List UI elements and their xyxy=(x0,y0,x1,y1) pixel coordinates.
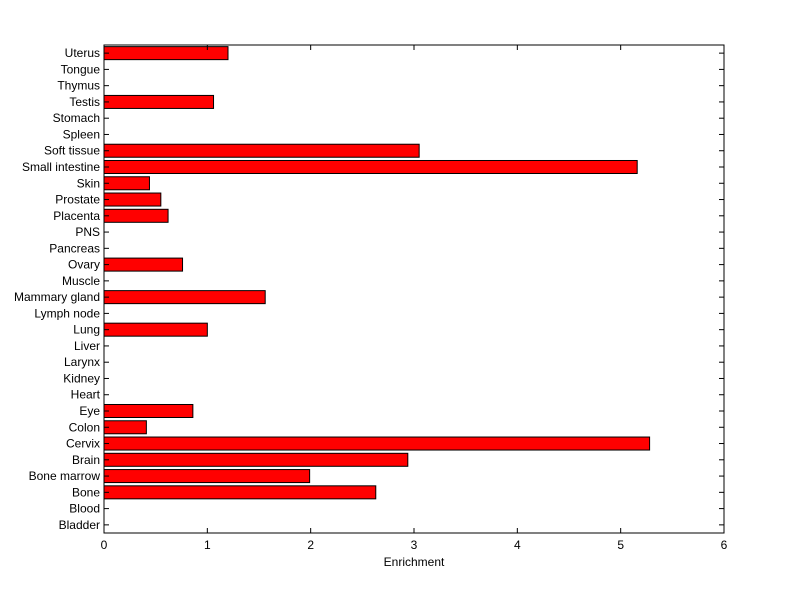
y-tick-label-pancreas: Pancreas xyxy=(49,241,100,255)
y-tick-label-bone-marrow: Bone marrow xyxy=(29,469,101,483)
y-tick-label-eye: Eye xyxy=(79,404,100,418)
bar-placenta xyxy=(103,208,169,223)
bar-uterus xyxy=(103,46,229,61)
bar-colon xyxy=(103,420,147,435)
y-tick-label-lung: Lung xyxy=(73,323,100,337)
bar-bone-marrow xyxy=(103,469,311,484)
y-tick-label-bladder: Bladder xyxy=(59,518,100,532)
y-tick-label-uterus: Uterus xyxy=(65,46,100,60)
y-tick-label-kidney: Kidney xyxy=(63,371,100,385)
y-tick-label-blood: Blood xyxy=(69,502,100,516)
y-tick-label-cervix: Cervix xyxy=(66,437,100,451)
x-axis-label: Enrichment xyxy=(384,555,445,569)
bar-small-intestine xyxy=(103,159,638,175)
bar-cervix xyxy=(103,436,651,451)
y-tick-label-bone: Bone xyxy=(72,485,100,499)
y-tick-label-soft-tissue: Soft tissue xyxy=(44,144,100,158)
y-tick-label-liver: Liver xyxy=(74,339,100,353)
bars-group xyxy=(103,46,651,500)
bar-brain xyxy=(103,452,409,467)
x-tick-labels: 0 1 2 3 4 5 6 xyxy=(101,538,728,552)
x-tick-label: 2 xyxy=(307,538,314,552)
x-tick-label: 6 xyxy=(721,538,728,552)
y-tick-label-ovary: Ovary xyxy=(68,258,100,272)
y-tick-label-pns: PNS xyxy=(75,225,100,239)
y-tick-labels: Bladder Blood Bone Bone marrow Brain Cervix Co… xyxy=(14,46,101,532)
bar-bone xyxy=(103,485,377,500)
y-tick-label-spleen: Spleen xyxy=(63,127,100,141)
y-tick-label-testis: Testis xyxy=(69,95,100,109)
y-tick-label-colon: Colon xyxy=(69,420,100,434)
ticks-group xyxy=(103,45,725,533)
x-tick-label: 3 xyxy=(411,538,418,552)
bar-lung xyxy=(103,322,208,337)
bar-eye xyxy=(103,403,194,419)
x-tick-label: 5 xyxy=(617,538,624,552)
bar-ovary xyxy=(103,257,184,272)
bar-testis xyxy=(103,94,215,109)
y-tick-label-heart: Heart xyxy=(71,388,101,402)
y-tick-label-tongue: Tongue xyxy=(61,62,101,76)
x-tick-label: 1 xyxy=(204,538,211,552)
x-tick-label: 0 xyxy=(101,538,108,552)
x-tick-label: 4 xyxy=(514,538,521,552)
y-tick-label-muscle: Muscle xyxy=(62,274,100,288)
y-tick-label-larynx: Larynx xyxy=(64,355,100,369)
y-tick-label-skin: Skin xyxy=(77,176,100,190)
y-tick-label-placenta: Placenta xyxy=(53,209,100,223)
bar-soft-tissue xyxy=(103,143,420,158)
y-tick-label-brain: Brain xyxy=(72,453,100,467)
bar-mammary-gland xyxy=(103,290,266,305)
y-tick-label-thymus: Thymus xyxy=(57,79,100,93)
y-tick-label-prostate: Prostate xyxy=(55,193,100,207)
bar-skin xyxy=(103,176,150,191)
y-tick-label-lymph-node: Lymph node xyxy=(34,306,100,320)
bar-prostate xyxy=(103,192,162,207)
y-tick-label-mammary-gland: Mammary gland xyxy=(14,290,100,304)
y-tick-label-small-intestine: Small intestine xyxy=(22,160,100,174)
y-tick-label-stomach: Stomach xyxy=(53,111,100,125)
